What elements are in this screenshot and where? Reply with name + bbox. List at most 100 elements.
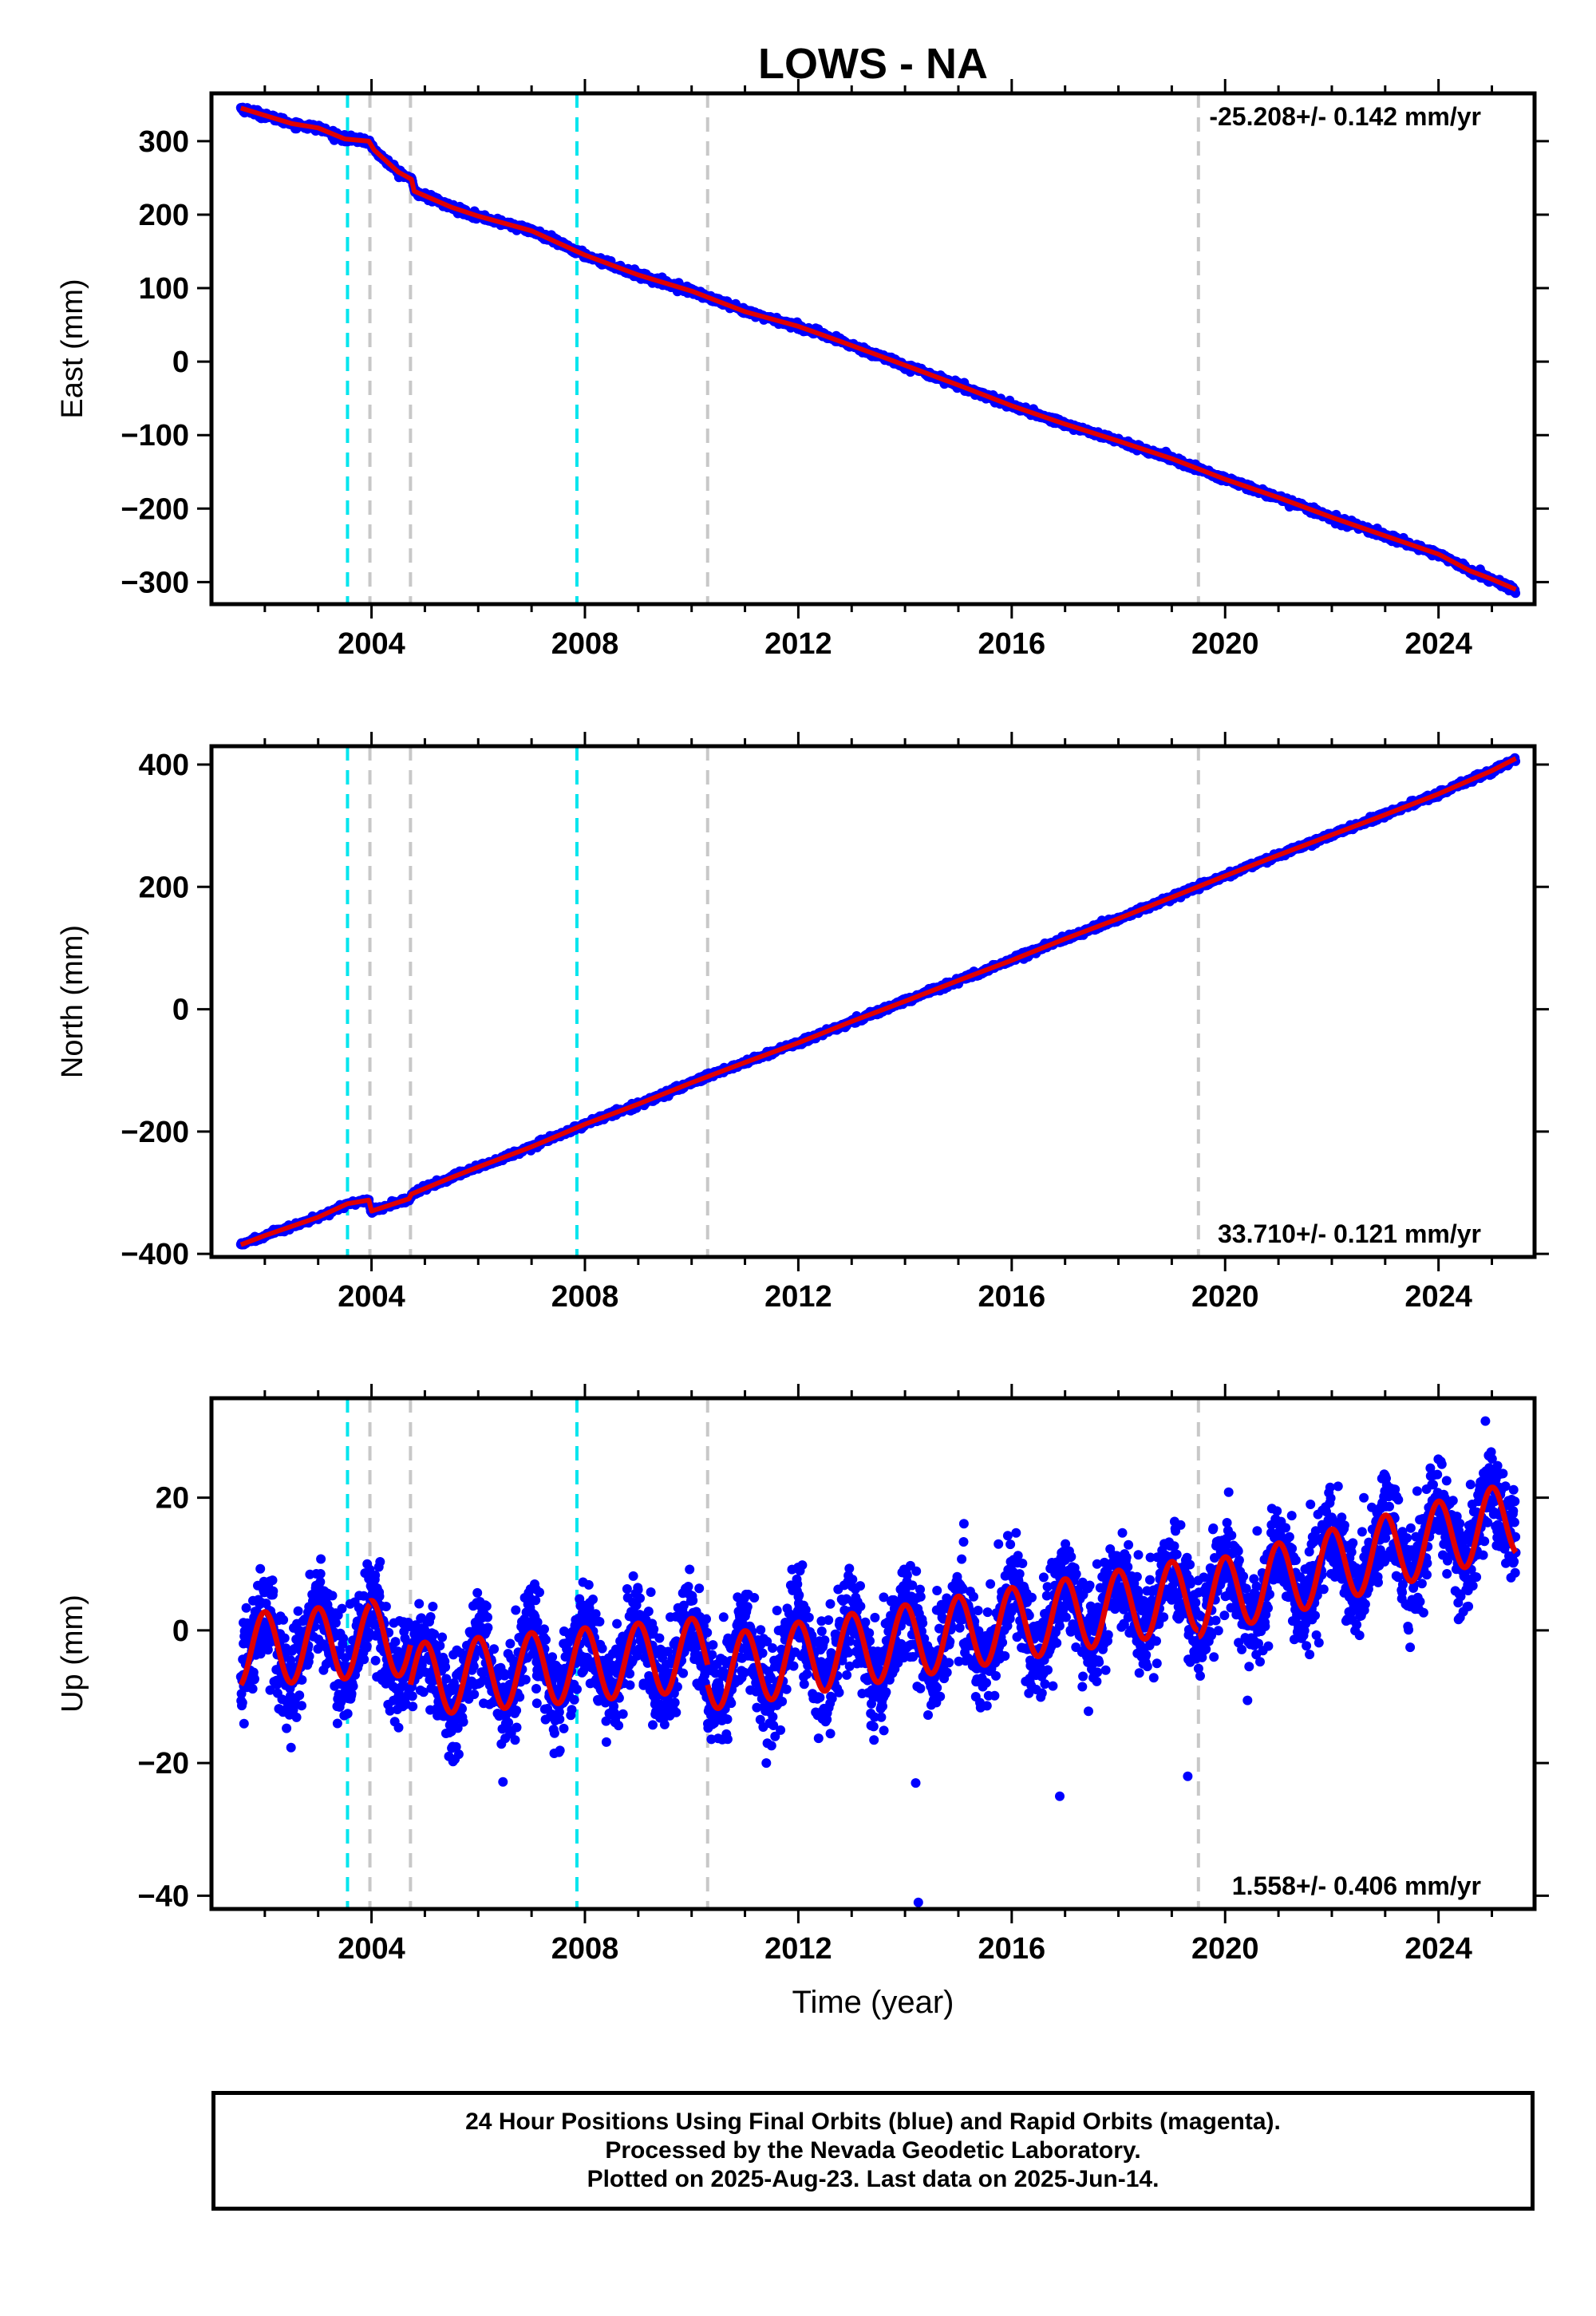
data-point: [407, 1691, 417, 1701]
data-point: [236, 1689, 247, 1699]
data-point: [418, 1687, 429, 1697]
data-point: [408, 1701, 418, 1712]
data-point: [297, 1701, 306, 1711]
data-point: [381, 1602, 391, 1611]
data-point: [469, 1690, 480, 1699]
data-point: [483, 1622, 493, 1633]
data-point: [414, 1599, 425, 1609]
y-tick-label: −100: [120, 419, 189, 453]
data-point: [370, 1570, 381, 1580]
data-point: [441, 1674, 452, 1684]
data-point: [316, 1554, 326, 1564]
data-point: [346, 1689, 357, 1699]
data-point: [304, 1651, 314, 1662]
data-point: [263, 1645, 273, 1655]
data-point: [315, 1577, 326, 1587]
data-point: [451, 1741, 461, 1752]
data-point: [286, 1655, 296, 1666]
data-point: [358, 1591, 369, 1601]
y-tick-label: 200: [139, 199, 189, 232]
rate-annotation: -25.208+/- 0.142 mm/yr: [1209, 102, 1481, 131]
data-point: [435, 1641, 445, 1651]
data-point: [437, 1632, 448, 1642]
rate-annotation: 33.710+/- 0.121 mm/yr: [1218, 1219, 1481, 1248]
plot-frame: [209, 744, 1537, 1259]
data-point: [370, 1655, 381, 1666]
data-point: [390, 1637, 401, 1647]
x-tick-label: 2020: [1191, 1280, 1259, 1314]
data-point: [250, 1674, 259, 1684]
data-point: [327, 1591, 338, 1601]
plot-area: [235, 93, 1521, 604]
data-point: [361, 1641, 372, 1651]
x-tick-label: 2016: [978, 1280, 1046, 1314]
data-point: [247, 1684, 258, 1694]
data-points: [235, 1416, 1521, 1907]
data-point: [241, 1603, 251, 1613]
y-tick-label: 400: [139, 749, 189, 782]
data-point: [457, 1704, 467, 1714]
data-point: [429, 1629, 440, 1639]
model-fit-line: [239, 756, 1517, 1247]
panel-2: 2004 2008 2012 2016 2020 2024 −400 −200 0 200 400 N…: [56, 732, 1549, 1314]
data-point: [489, 1644, 500, 1654]
data-point: [359, 1654, 369, 1665]
data-point: [268, 1586, 279, 1596]
data-point: [458, 1717, 468, 1727]
data-point: [315, 1569, 326, 1579]
y-tick-label: 100: [139, 272, 189, 306]
data-point: [481, 1601, 492, 1611]
x-tick-label: 2004: [338, 1280, 405, 1314]
model-fit-line: [239, 105, 1517, 592]
x-tick-label: 2024: [1404, 1280, 1472, 1314]
y-tick-label: 0: [172, 346, 189, 379]
data-point: [338, 1633, 349, 1643]
data-point: [255, 1563, 266, 1574]
y-tick-label: 200: [139, 871, 189, 904]
x-tick-label: 2020: [1191, 627, 1259, 661]
x-tick-label: 2012: [764, 1280, 832, 1314]
data-point: [375, 1557, 385, 1567]
data-point: [337, 1603, 347, 1614]
data-point: [452, 1723, 463, 1733]
y-tick-label: −400: [120, 1238, 189, 1271]
data-point: [453, 1749, 464, 1760]
data-point: [500, 1670, 510, 1681]
y-axis-label: East (mm): [56, 279, 89, 418]
y-tick-label: −200: [120, 1116, 189, 1149]
data-point: [374, 1591, 385, 1602]
data-point: [294, 1690, 305, 1701]
plot-area: [235, 746, 1521, 1257]
data-point: [425, 1612, 436, 1622]
y-tick-label: 0: [172, 994, 189, 1027]
data-point: [428, 1602, 438, 1611]
data-point: [468, 1662, 479, 1671]
y-tick-label: 300: [139, 125, 189, 159]
data-point: [385, 1705, 395, 1716]
data-point: [282, 1723, 292, 1733]
data-point: [483, 1612, 492, 1622]
x-tick-label: 2012: [764, 627, 832, 661]
y-axis-label: North (mm): [56, 925, 89, 1078]
figure-title: LOWS - NA: [758, 40, 988, 88]
x-tick-label: 2016: [978, 627, 1046, 661]
data-point: [393, 1722, 404, 1733]
plot-area: [235, 1398, 1521, 1909]
y-tick-label: −300: [120, 566, 189, 599]
data-point: [279, 1633, 290, 1643]
data-point: [239, 1718, 249, 1729]
data-point: [342, 1709, 353, 1719]
data-points: [235, 102, 1521, 599]
data-point: [498, 1777, 508, 1787]
data-point: [255, 1649, 266, 1659]
data-points: [235, 753, 1521, 1250]
x-tick-label: 2024: [1404, 627, 1472, 661]
data-point: [332, 1718, 342, 1729]
data-point: [267, 1575, 278, 1586]
x-tick-label: 2004: [338, 627, 405, 661]
data-point: [440, 1662, 451, 1672]
x-tick-label: 2008: [551, 1280, 619, 1314]
data-point: [330, 1618, 341, 1628]
panel-1: 2004 2008 2012 2016 2020 2024−300−200−1000100…: [56, 79, 1549, 661]
